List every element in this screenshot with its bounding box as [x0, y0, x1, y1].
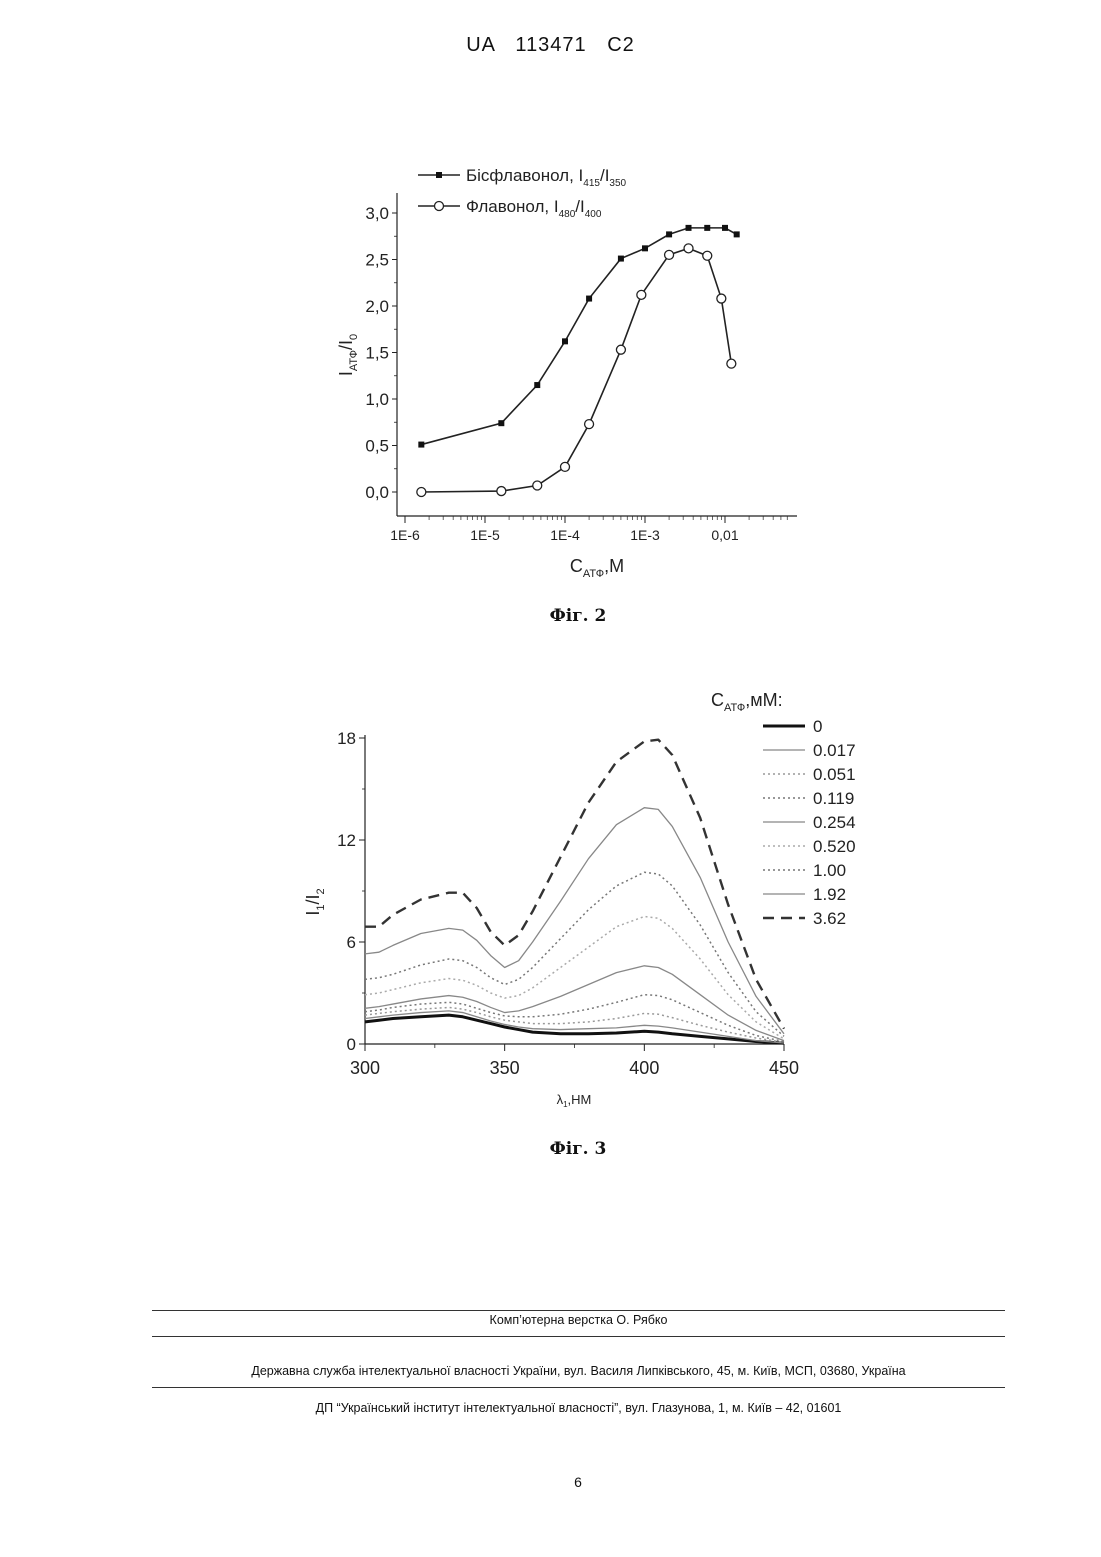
x-tick-label: 450	[769, 1058, 799, 1078]
x-tick-label: 350	[490, 1058, 520, 1078]
y-tick-label: 12	[337, 831, 356, 850]
footer-rule-top	[152, 1310, 1005, 1311]
x-axis-label: λ1,НМ	[557, 1092, 592, 1109]
legend-label-3.62: 3.62	[813, 909, 846, 928]
series-line-1.92	[365, 808, 784, 1034]
figure-3-caption: Фіг. 3	[0, 1139, 1101, 1159]
legend-label-0.119: 0.119	[813, 789, 854, 808]
y-axis-label: I1/I2	[303, 888, 327, 915]
y-tick-label: 6	[347, 933, 356, 952]
legend-label-0.017: 0.017	[813, 741, 856, 760]
legend-label-0.520: 0.520	[813, 837, 856, 856]
x-tick-label: 400	[629, 1058, 659, 1078]
legend-label-1.00: 1.00	[813, 861, 846, 880]
y-tick-label: 18	[337, 729, 356, 748]
footer-rule-middle	[152, 1336, 1005, 1337]
page-number: 6	[0, 1474, 1101, 1490]
series-line-0.520	[365, 917, 784, 1039]
footer-layout-credit: Комп’ютерна верстка О. Рябко	[152, 1313, 1005, 1327]
footer-rule-bottom	[152, 1387, 1005, 1388]
legend-label-0.051: 0.051	[813, 765, 856, 784]
legend-label-1.92: 1.92	[813, 885, 846, 904]
footer-institute-address: ДП “Український інститут інтелектуальної…	[152, 1401, 1005, 1415]
figure-3-chart: 0 6 12 18 300 350 400 450 λ1,НМ I1/I2 CАТФ,мМ: 0 0.0…	[0, 0, 1101, 1130]
y-tick-label: 0	[347, 1035, 356, 1054]
legend-label-0: 0	[813, 717, 822, 736]
legend-title: CАТФ,мМ:	[711, 690, 783, 714]
footer-agency-address: Державна служба інтелектуальної власност…	[152, 1364, 1005, 1378]
x-tick-label: 300	[350, 1058, 380, 1078]
legend-label-0.254: 0.254	[813, 813, 856, 832]
